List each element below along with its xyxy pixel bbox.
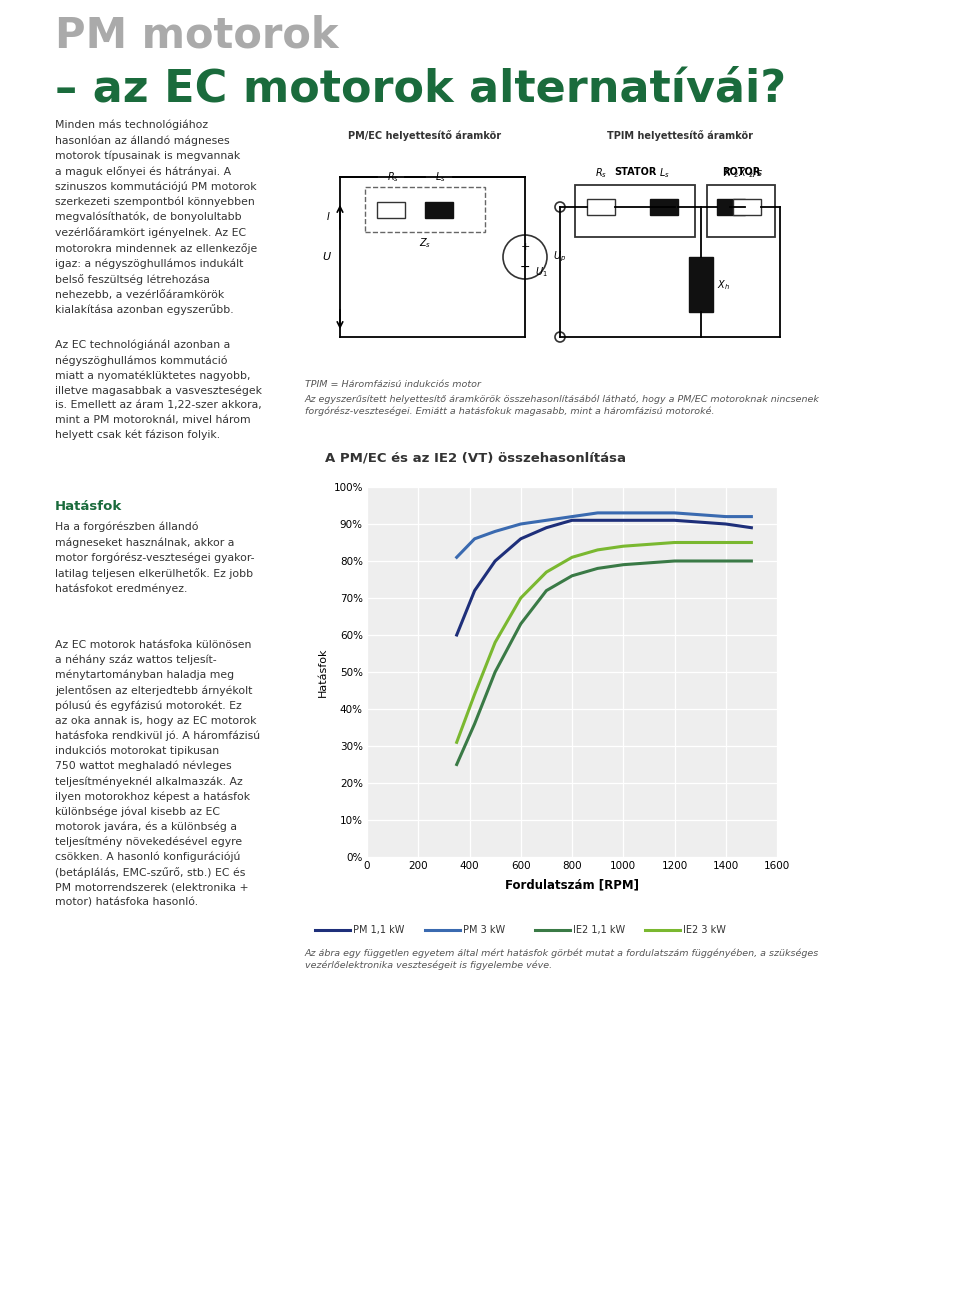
Text: PM/EC helyettesítő áramkör: PM/EC helyettesítő áramkör [348,130,501,141]
Text: PM 1,1 kW: PM 1,1 kW [353,925,404,935]
Bar [365,187,485,232]
Text: ROTOR: ROTOR [722,166,760,177]
Text: PM motorok: PM motorok [55,15,339,57]
Text: $X'_2/s$: $X'_2/s$ [737,166,762,181]
Text: +: + [520,243,530,252]
Text: vezérlőelektronika veszteségeit is figyelembe véve.: vezérlőelektronika veszteségeit is figye… [305,961,552,970]
Text: Az egyszerűsített helyettesítő áramkörök összehasonlításából látható, hogy a PM/: Az egyszerűsített helyettesítő áramkörök… [305,393,820,404]
Bar [689,257,713,312]
Text: $L_s$: $L_s$ [659,166,669,181]
X-axis label: Fordulatszám [RPM]: Fordulatszám [RPM] [505,878,639,891]
Circle shape [555,332,565,342]
Bar [575,184,695,237]
Text: Minden más technológiához
hasonlóan az állandó mágneses
motorok típusainak is me: Minden más technológiához hasonlóan az á… [55,120,257,316]
Text: 5: 5 [875,1245,885,1260]
Text: $U_1$: $U_1$ [536,266,548,279]
Text: I: I [327,212,330,222]
Bar [717,199,745,215]
Text: $X'_2$: $X'_2$ [723,166,739,181]
Text: – az EC motorok alternatívái?: – az EC motorok alternatívái? [55,68,786,111]
Text: TPIM = Háromfázisú indukciós motor: TPIM = Háromfázisú indukciós motor [305,381,481,390]
Bar [377,203,405,218]
Text: −: − [519,261,530,273]
Text: Az EC motorok hatásfoka különösen
a néhány száz wattos teljesít-
ménytartományba: Az EC motorok hatásfoka különösen a néhá… [55,640,260,907]
Bar [650,199,678,215]
Y-axis label: Hatásfok: Hatásfok [318,648,327,697]
Text: $R_s$: $R_s$ [387,170,399,184]
Text: U: U [322,252,330,262]
Text: Az ábra egy független egyetem által mért hatásfok görbét mutat a fordulatszám fü: Az ábra egy független egyetem által mért… [305,948,819,957]
Text: Ha a forgórészben állandó
mágneseket használnak, akkor a
motor forgórész-vesztes: Ha a forgórészben állandó mágneseket has… [55,522,254,593]
Text: forgórész-veszteségei. Emiátt a hatásfokuk magasabb, mint a háromfázisú motoroké: forgórész-veszteségei. Emiátt a hatásfok… [305,406,714,415]
Bar [425,203,453,218]
Bar [733,199,761,215]
Text: IE2 1,1 kW: IE2 1,1 kW [573,925,625,935]
Text: Hatásfok: Hatásfok [55,501,122,513]
Text: $U_p$: $U_p$ [553,250,566,264]
Text: A PM/EC és az IE2 (VT) összehasonlítása: A PM/EC és az IE2 (VT) összehasonlítása [324,451,626,464]
Bar [707,184,775,237]
Text: $L_s$: $L_s$ [435,170,445,184]
Text: $Z_s$: $Z_s$ [419,236,431,250]
Text: PM 3 kW: PM 3 kW [463,925,505,935]
Bar [587,199,615,215]
Text: TPIM helyettesítő áramkör: TPIM helyettesítő áramkör [607,130,753,141]
Text: IE2 3 kW: IE2 3 kW [683,925,726,935]
Text: Az EC technológiánál azonban a
négyszöghullámos kommutáció
miatt a nyomatéklükte: Az EC technológiánál azonban a négyszögh… [55,341,262,440]
Text: $R_s$: $R_s$ [595,166,607,181]
Text: STATOR: STATOR [613,166,657,177]
Text: $X_h$: $X_h$ [717,279,730,292]
Circle shape [555,203,565,212]
